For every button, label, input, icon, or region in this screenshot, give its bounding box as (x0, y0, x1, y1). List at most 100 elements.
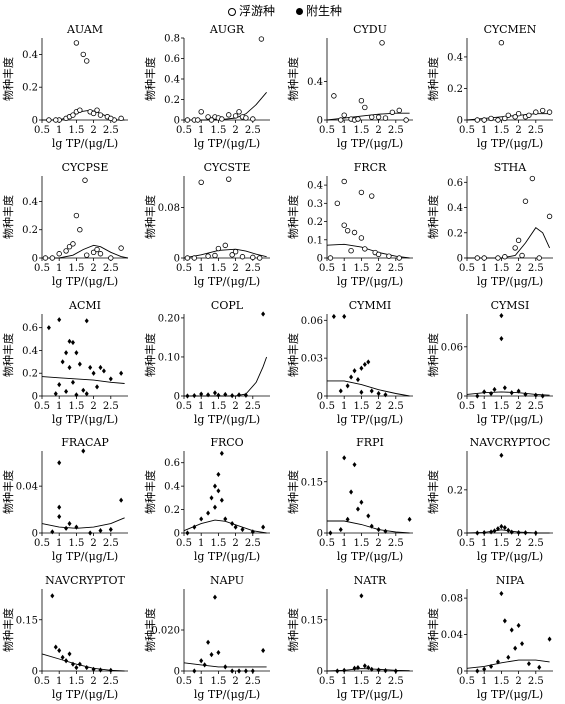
panel-title: ACMI (68, 299, 101, 312)
y-axis-label: 物种丰度 (426, 608, 440, 652)
panel-cymmi: CYMMI 0.5 1 1.5 2 2.5 0 0.03 0.06 lg TP/(μg/L) 物种丰… (286, 299, 413, 426)
data-point (379, 40, 385, 46)
x-axis-label: lg TP/(μg/L) (194, 550, 260, 563)
panel-acmi: ACMI 0.5 1 1.5 2 2.5 0 0.2 0.4 0.6 lg TP/(μg/L) 物种丰… (1, 299, 128, 426)
data-point (57, 647, 62, 654)
data-point (243, 392, 248, 398)
y-tick-label: 0.06 (441, 342, 463, 353)
data-point (67, 338, 72, 344)
data-point (533, 392, 538, 398)
data-point (192, 668, 197, 674)
data-point (383, 668, 388, 674)
data-point (355, 116, 361, 122)
panel-title: CYCMEN (484, 23, 537, 36)
data-point (369, 193, 375, 199)
data-point (223, 391, 228, 398)
data-point (516, 529, 521, 536)
y-axis-label: 物种丰度 (426, 333, 440, 377)
x-tick-label: 0.5 (459, 401, 475, 412)
x-tick-label: 1.5 (493, 125, 509, 136)
data-point (74, 350, 79, 356)
data-point (53, 117, 59, 123)
data-point (119, 497, 124, 503)
data-point (46, 117, 52, 123)
x-tick-label: 1 (341, 676, 347, 687)
data-point (97, 251, 104, 257)
data-point (369, 114, 375, 120)
x-tick-label: 1 (198, 538, 204, 549)
x-axis-label: lg TP/(μg/L) (337, 550, 403, 563)
y-axis-label: 物种丰度 (143, 470, 157, 514)
data-point (386, 253, 392, 259)
x-axis-label: lg TP/(μg/L) (194, 137, 260, 150)
x-tick-label: 0.5 (459, 125, 475, 136)
data-point (77, 361, 82, 367)
y-tick-label: 0.2 (307, 217, 323, 228)
data-point (344, 227, 351, 234)
y-tick-label: 0 (317, 529, 323, 540)
panel-navcryptoc: NAVCRYPTOC 0.5 1 1.5 2 2.5 0 0.2 lg TP/(μg/L) 物种丰… (426, 436, 553, 563)
y-tick-label: 0.15 (301, 615, 323, 626)
data-point (95, 384, 100, 390)
data-point (495, 659, 500, 665)
y-tick-label: 0.2 (22, 225, 38, 236)
data-point (509, 529, 514, 535)
panel-title: STHA (494, 161, 527, 174)
panel-stha: STHA 0.5 1 1.5 2 2.5 0 0.2 0.4 0.6 lg TP/(μg/L) 物种丰… (426, 161, 553, 288)
data-point (57, 317, 62, 323)
fit-curve (326, 243, 410, 259)
x-tick-label: 1 (481, 538, 487, 549)
data-point (342, 313, 347, 320)
x-axis-label: lg TP/(μg/L) (337, 413, 403, 426)
data-point (212, 504, 217, 510)
panel-cydu: CYDU 0.5 1 1.5 2 2.5 0 0.4 lg TP/(μg/L) 物种丰度 (286, 23, 413, 150)
x-tick-label: 1 (341, 125, 347, 136)
fit-curve (41, 376, 125, 384)
data-point (502, 385, 507, 391)
data-point (342, 455, 347, 461)
y-axis-label: 物种丰度 (426, 57, 440, 101)
x-tick-label: 1.5 (493, 263, 509, 274)
y-tick-label: 0.06 (301, 316, 323, 327)
x-tick-label: 2.5 (528, 125, 544, 136)
data-point (359, 365, 364, 371)
data-point (540, 393, 545, 399)
data-point (475, 393, 480, 399)
x-tick-label: 2.5 (245, 401, 261, 412)
x-axis-label: lg TP/(μg/L) (477, 413, 543, 426)
x-tick-label: 2.5 (388, 263, 404, 274)
data-point (362, 663, 367, 669)
data-point (63, 248, 69, 254)
x-tick-label: 2 (232, 401, 238, 412)
panel-natr: NATR 0.5 1 1.5 2 2.5 0 0.15 lg TP/(μg/L) 物种丰度 (286, 574, 413, 701)
x-axis-label: lg TP/(μg/L) (194, 275, 260, 288)
y-tick-label: 0.6 (164, 54, 180, 65)
y-tick-label: 0.08 (158, 203, 180, 214)
y-tick-label: 0.6 (164, 458, 180, 469)
y-tick-label: 0.4 (447, 203, 463, 214)
data-point (495, 255, 501, 261)
x-tick-label: 0.5 (34, 676, 50, 687)
x-tick-label: 1 (56, 263, 62, 274)
fit-curve (41, 653, 125, 672)
data-point (232, 248, 239, 255)
data-point (53, 391, 58, 397)
data-point (91, 666, 96, 672)
x-tick-label: 1.5 (353, 125, 369, 136)
data-point (358, 189, 365, 196)
x-tick-label: 1.5 (68, 263, 84, 274)
data-point (91, 370, 96, 376)
data-point (118, 245, 124, 251)
fit-curve (467, 227, 551, 259)
x-tick-label: 1 (341, 538, 347, 549)
data-point (358, 98, 365, 104)
panel-frcr: FRCR 0.5 1 1.5 2 2.5 0 0.1 0.2 0.3 0.4 lg TP/(μg/L)… (286, 161, 413, 288)
x-tick-label: 1 (481, 263, 487, 274)
x-tick-label: 0.5 (34, 538, 50, 549)
data-point (50, 593, 55, 599)
data-point (502, 525, 507, 531)
data-point (239, 254, 246, 260)
x-tick-label: 1 (56, 676, 62, 687)
data-point (489, 390, 494, 397)
data-point (512, 245, 518, 251)
